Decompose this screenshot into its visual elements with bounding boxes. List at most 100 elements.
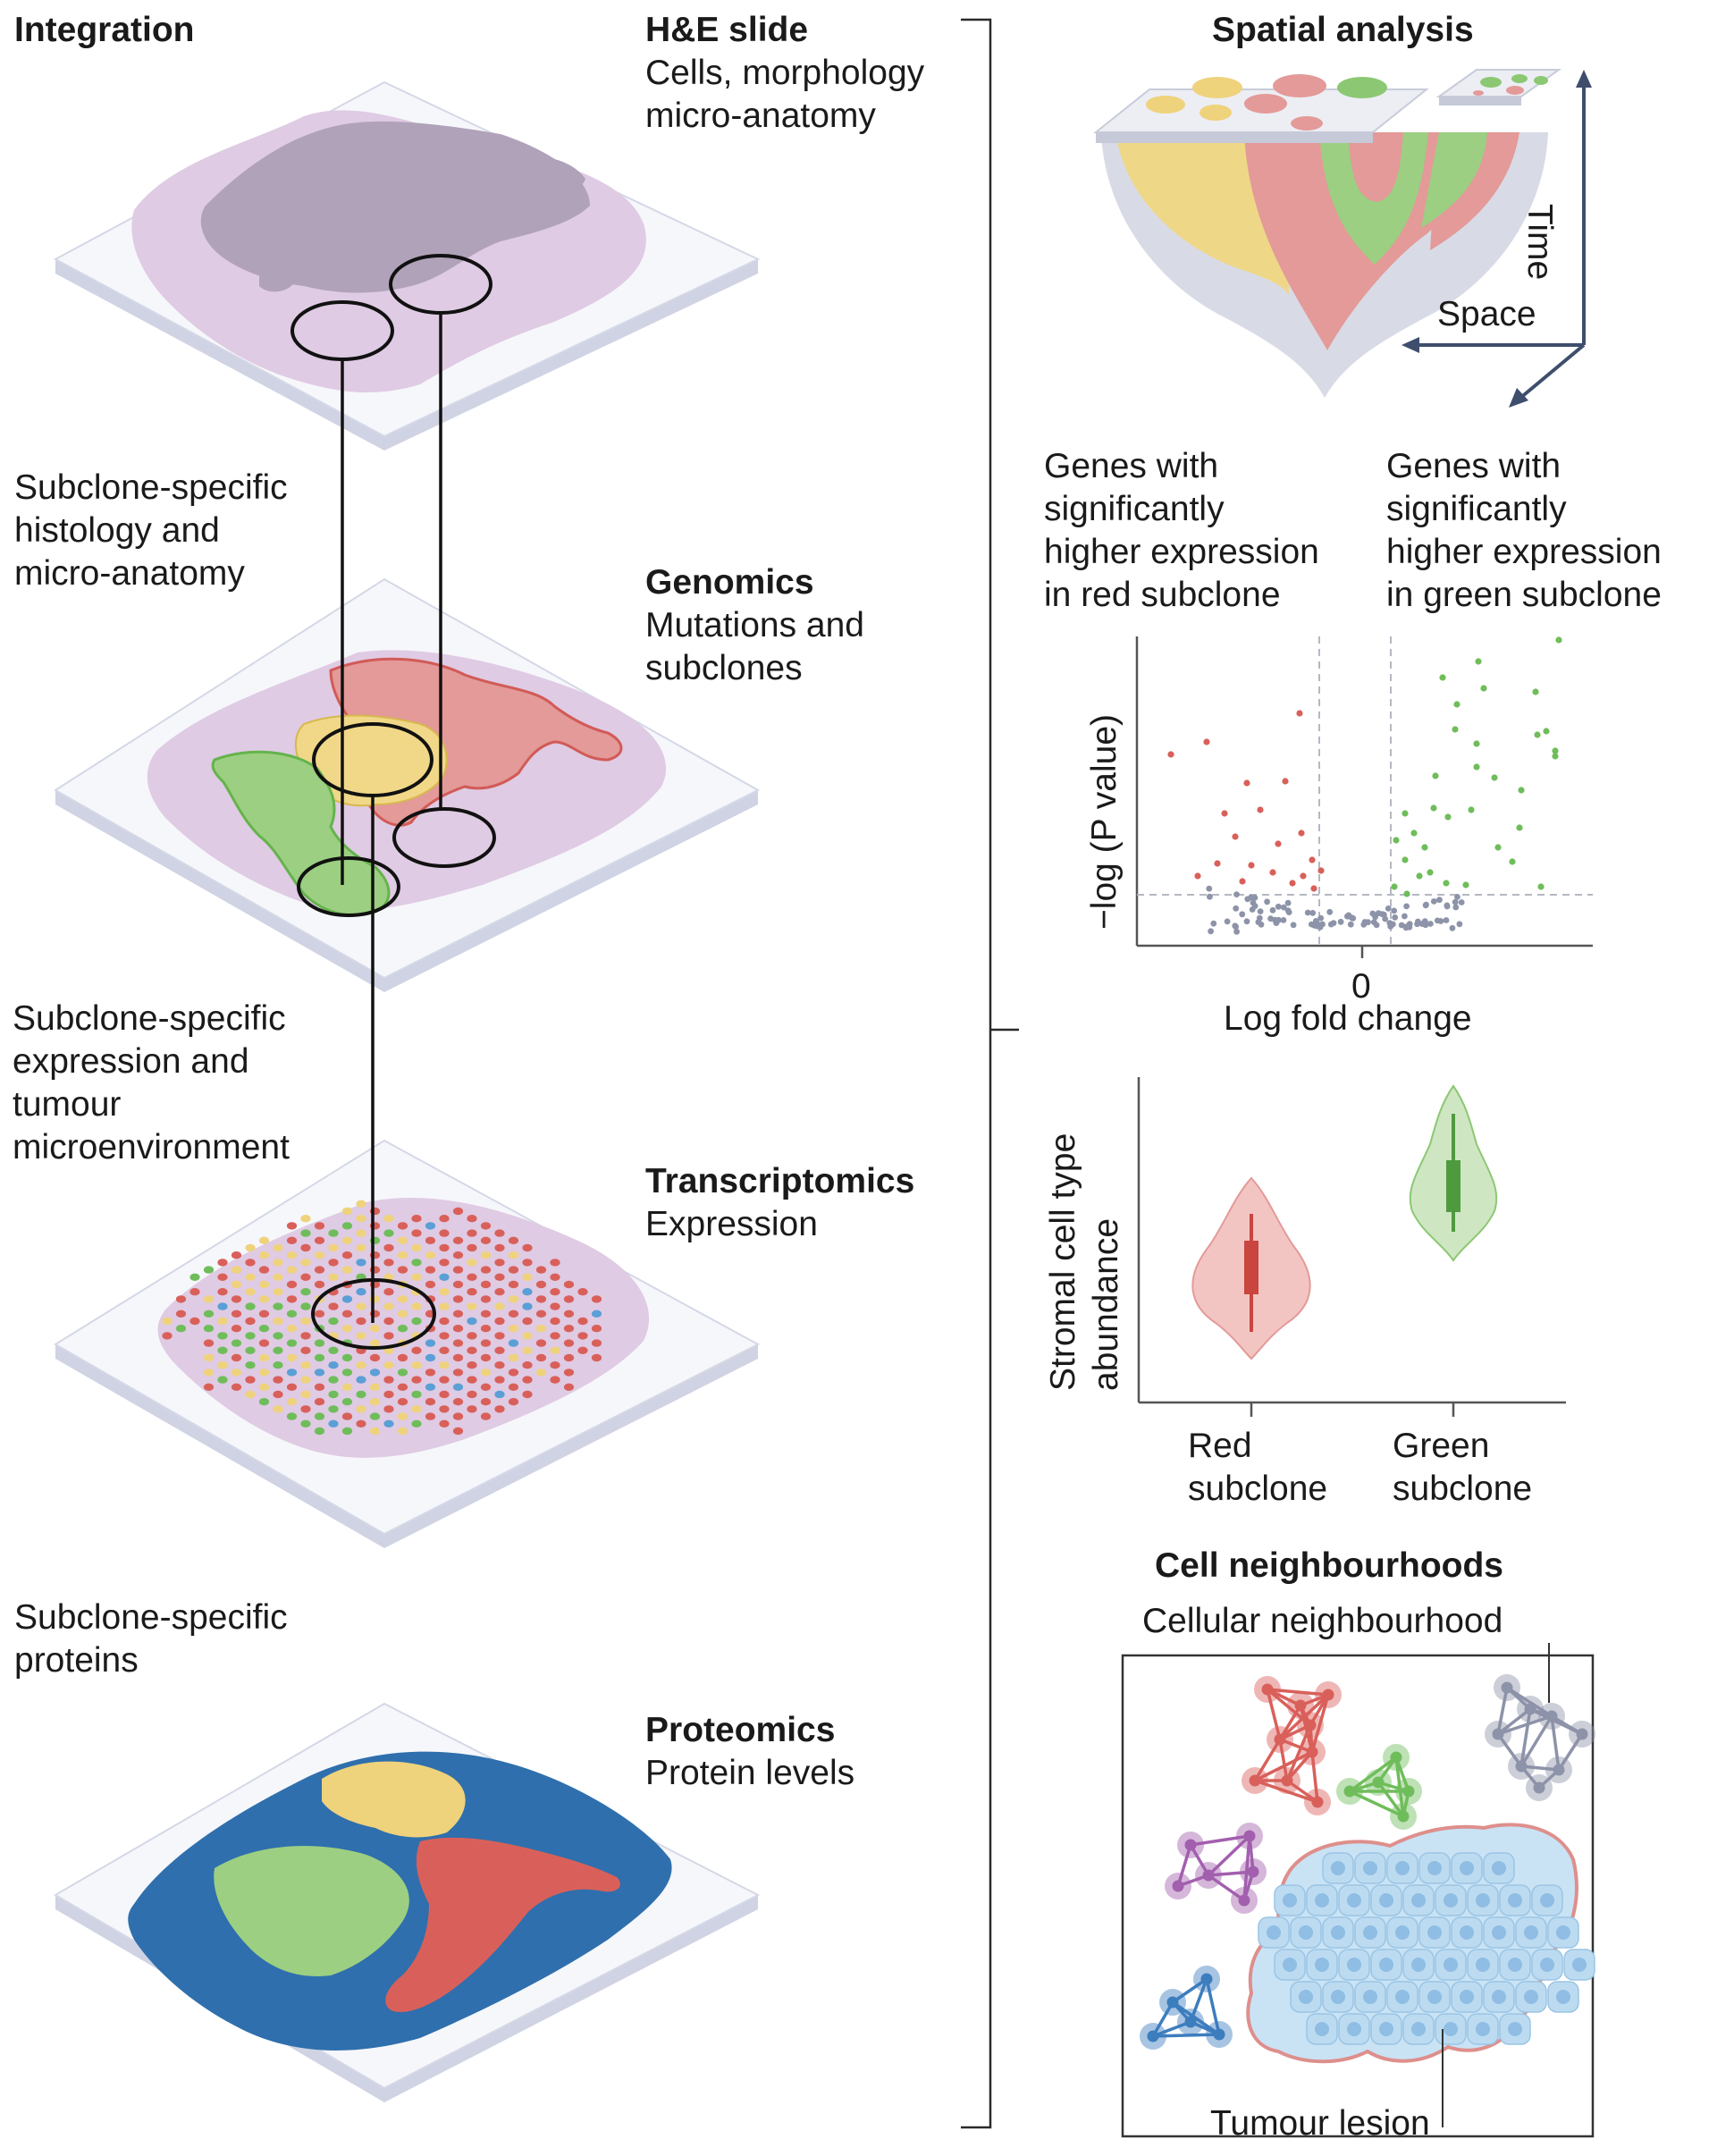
expression-spot bbox=[494, 1229, 505, 1237]
cluster-edge bbox=[1285, 1750, 1314, 1782]
expression-spot bbox=[494, 1259, 505, 1267]
tumour-cell-nucleus bbox=[1556, 1925, 1570, 1940]
expression-spot bbox=[300, 1376, 311, 1384]
integration-title: Integration bbox=[14, 11, 195, 49]
expression-spot bbox=[203, 1353, 215, 1362]
cluster-edge bbox=[1172, 1977, 1208, 2004]
tumour-cell-nucleus bbox=[1492, 1861, 1506, 1875]
expression-spot bbox=[480, 1398, 492, 1406]
cluster-edge bbox=[1520, 1764, 1560, 1772]
tumour-cell-nucleus bbox=[1331, 1990, 1345, 2004]
tumour-cell-nucleus bbox=[1379, 1958, 1393, 1972]
expression-spot bbox=[480, 1383, 492, 1392]
cluster-edge bbox=[1207, 1834, 1251, 1877]
volcano-point-grey bbox=[1207, 893, 1213, 900]
expression-spot bbox=[439, 1229, 450, 1237]
expression-spot bbox=[300, 1346, 311, 1355]
expression-spot bbox=[467, 1288, 477, 1296]
expression-spot bbox=[480, 1251, 492, 1259]
slide-proteomics bbox=[54, 1702, 761, 2102]
cluster-cell-nucleus bbox=[1238, 1894, 1250, 1907]
expression-spot bbox=[286, 1280, 298, 1289]
expression-spot bbox=[508, 1369, 519, 1377]
disc-green-2 bbox=[1480, 77, 1502, 88]
tumour-cell-nucleus bbox=[1395, 1925, 1410, 1940]
cluster-cell-nucleus bbox=[1492, 1728, 1504, 1740]
expression-spot bbox=[452, 1310, 464, 1318]
expression-spot bbox=[411, 1317, 422, 1326]
cluster-cell-nucleus bbox=[1553, 1764, 1565, 1776]
volcano-point-green bbox=[1421, 844, 1428, 851]
volcano-point-green bbox=[1473, 763, 1480, 771]
volcano-point-green bbox=[1552, 747, 1559, 754]
expression-spot bbox=[522, 1288, 533, 1296]
volcano-point-green bbox=[1537, 883, 1545, 890]
branch-green bbox=[1319, 132, 1428, 265]
expression-spot bbox=[203, 1295, 215, 1303]
volcano-point-grey bbox=[1210, 920, 1217, 927]
expression-spot bbox=[550, 1259, 560, 1267]
expression-spot bbox=[258, 1251, 270, 1259]
expression-spot bbox=[383, 1243, 394, 1252]
expression-spot bbox=[314, 1280, 325, 1289]
expression-spot bbox=[300, 1332, 311, 1340]
layer-he-title: H&E slide bbox=[645, 11, 809, 49]
note-proteins-2: proteins bbox=[14, 1641, 139, 1680]
expression-spot bbox=[508, 1398, 519, 1406]
volcano-point-grey bbox=[1415, 918, 1421, 925]
expression-spot bbox=[328, 1405, 339, 1413]
expression-spot bbox=[314, 1236, 325, 1245]
expression-spot bbox=[425, 1383, 436, 1392]
volcano-point-grey bbox=[1233, 905, 1240, 912]
volcano-point-grey bbox=[1444, 903, 1451, 910]
expression-spot bbox=[356, 1288, 366, 1296]
expression-spot bbox=[273, 1302, 283, 1310]
volcano-point-red bbox=[1257, 806, 1264, 813]
cluster-cell-nucleus bbox=[1304, 1719, 1317, 1731]
expression-spot bbox=[439, 1243, 450, 1252]
expression-spot bbox=[480, 1353, 492, 1362]
cluster-edge bbox=[1310, 1751, 1319, 1803]
expression-spot bbox=[245, 1346, 256, 1355]
tumour-cell-nucleus bbox=[1556, 1990, 1570, 2004]
expression-spot bbox=[467, 1215, 477, 1223]
expression-spot bbox=[341, 1353, 353, 1362]
tumour-cell-nucleus bbox=[1299, 1990, 1313, 2004]
volcano-point-grey bbox=[1264, 898, 1270, 905]
expression-spot bbox=[563, 1353, 575, 1362]
expression-spot bbox=[231, 1325, 242, 1333]
cluster-cell-nucleus bbox=[1545, 1710, 1558, 1722]
expression-spot bbox=[480, 1412, 492, 1420]
volcano-point-green bbox=[1430, 804, 1437, 812]
expression-spot bbox=[286, 1339, 298, 1347]
expression-spot bbox=[535, 1280, 547, 1289]
expression-spot bbox=[535, 1339, 547, 1347]
cluster-cell-nucleus bbox=[1306, 1746, 1318, 1758]
expression-spot bbox=[425, 1339, 436, 1347]
expression-spot bbox=[341, 1325, 353, 1333]
volcano-point-grey bbox=[1243, 918, 1250, 925]
expression-spot bbox=[480, 1280, 492, 1289]
tumour-cell-nucleus bbox=[1540, 1958, 1554, 1972]
tumour-cell-nucleus bbox=[1395, 1990, 1410, 2004]
expression-spot bbox=[273, 1332, 283, 1340]
volcano-point-grey bbox=[1456, 921, 1463, 928]
expression-spot bbox=[273, 1288, 283, 1296]
cluster-cell-nucleus bbox=[1322, 1689, 1334, 1701]
expression-spot bbox=[175, 1310, 187, 1318]
expression-spot bbox=[439, 1419, 450, 1428]
tumour-cell-nucleus bbox=[1411, 1958, 1426, 1972]
expression-spot bbox=[258, 1310, 270, 1318]
expression-spot bbox=[231, 1369, 242, 1377]
expression-spot bbox=[535, 1369, 547, 1377]
green-label-4: in green subclone bbox=[1386, 576, 1662, 614]
expression-spot bbox=[189, 1288, 200, 1296]
volcano-point-grey bbox=[1309, 910, 1317, 916]
expression-spot bbox=[328, 1390, 339, 1399]
expression-spot bbox=[383, 1288, 394, 1296]
volcano-point-grey bbox=[1437, 918, 1444, 924]
expression-spot bbox=[480, 1339, 492, 1347]
volcano-point-red bbox=[1243, 779, 1250, 787]
expression-spot bbox=[494, 1243, 505, 1252]
